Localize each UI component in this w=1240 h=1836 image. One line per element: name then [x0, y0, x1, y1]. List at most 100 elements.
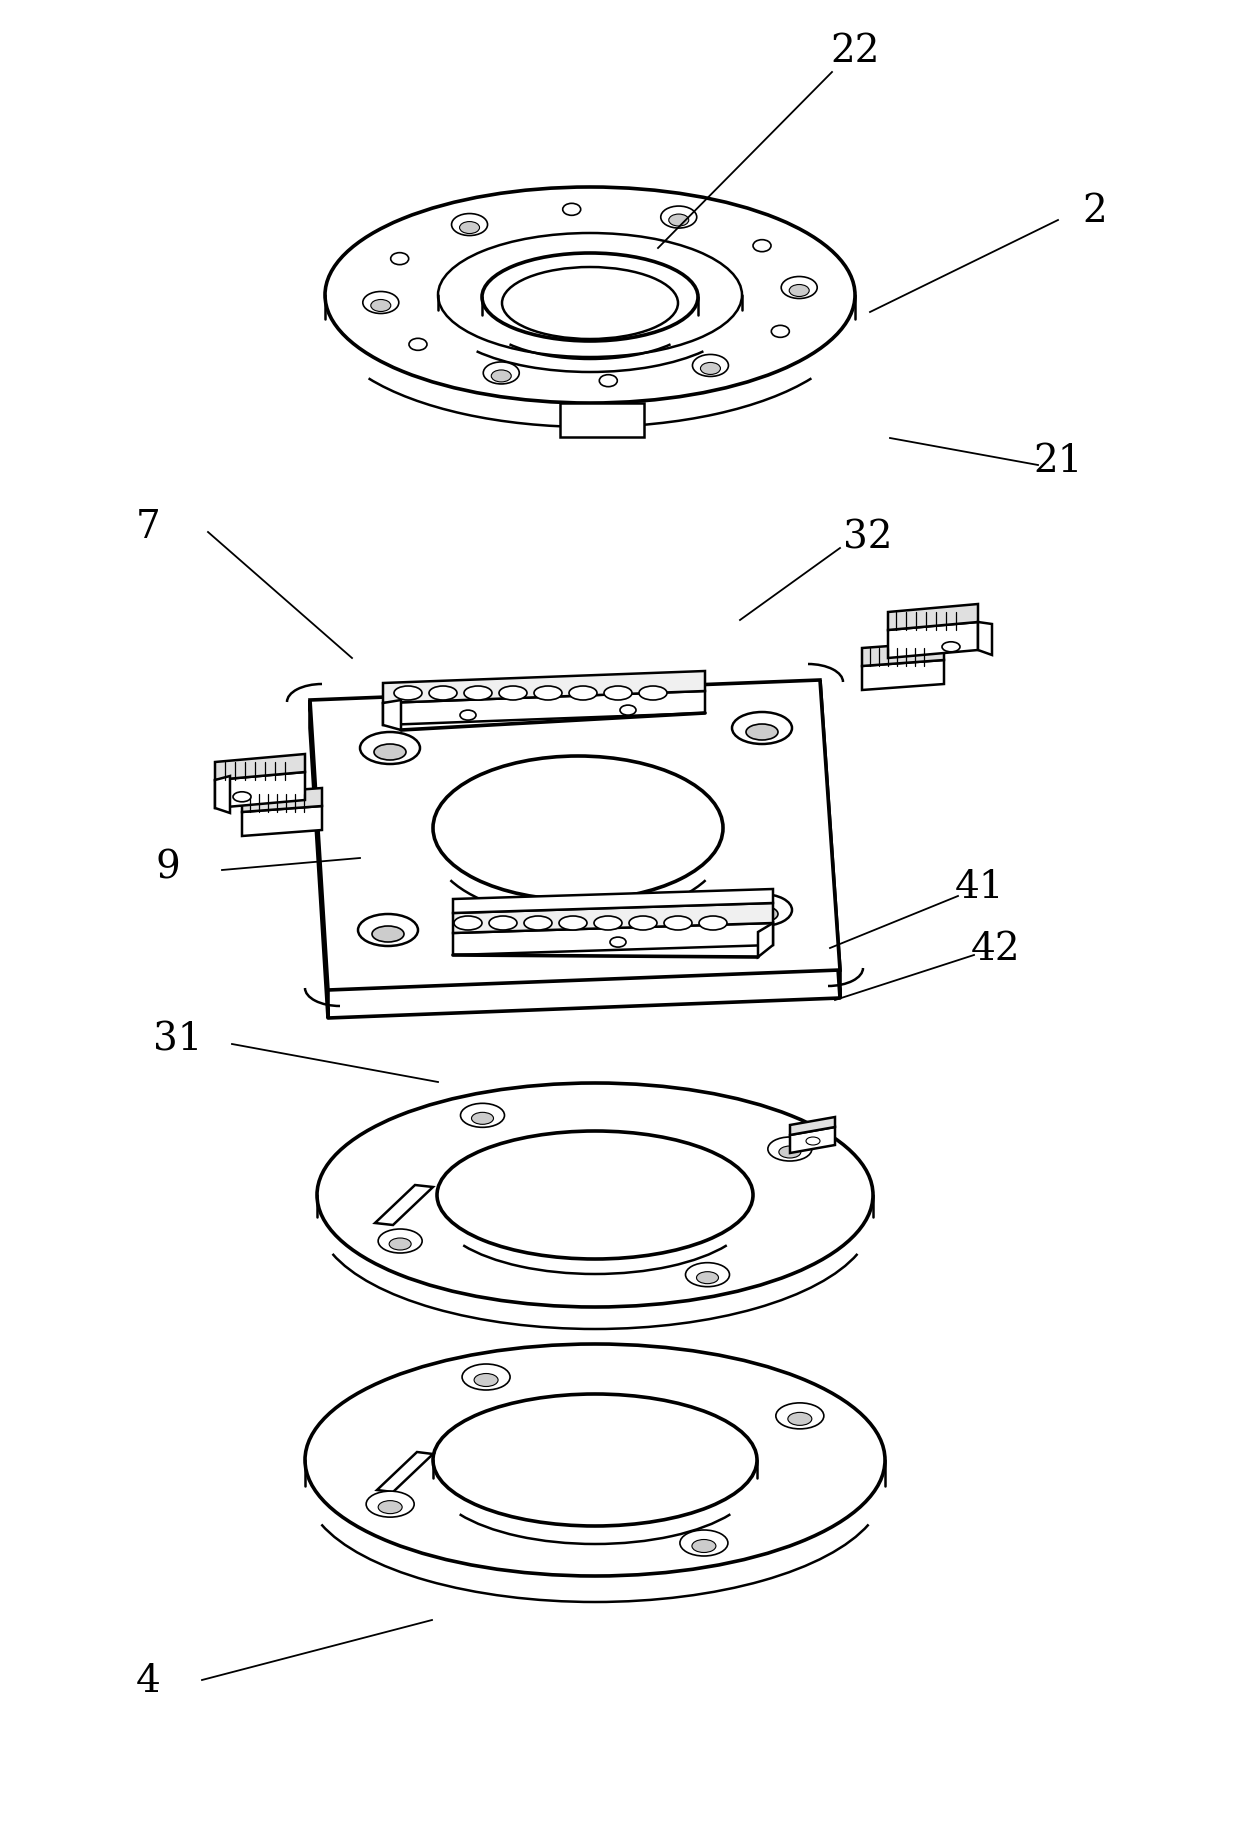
Ellipse shape — [436, 1131, 753, 1259]
Ellipse shape — [366, 1491, 414, 1517]
Text: 22: 22 — [831, 33, 879, 70]
Ellipse shape — [484, 362, 520, 384]
Polygon shape — [215, 771, 305, 808]
Polygon shape — [242, 788, 322, 812]
Ellipse shape — [305, 1344, 885, 1575]
Polygon shape — [310, 679, 839, 990]
Ellipse shape — [610, 936, 626, 947]
Ellipse shape — [409, 338, 427, 351]
Polygon shape — [453, 889, 773, 912]
Polygon shape — [383, 670, 706, 703]
Polygon shape — [453, 924, 773, 955]
Ellipse shape — [604, 687, 632, 700]
Ellipse shape — [454, 916, 482, 931]
Ellipse shape — [746, 723, 777, 740]
Ellipse shape — [374, 744, 405, 760]
Ellipse shape — [429, 687, 458, 700]
Ellipse shape — [692, 1540, 715, 1553]
Text: 7: 7 — [135, 510, 160, 547]
Ellipse shape — [325, 187, 856, 402]
Polygon shape — [862, 659, 944, 690]
Ellipse shape — [451, 213, 487, 235]
Ellipse shape — [360, 733, 420, 764]
Ellipse shape — [463, 1364, 510, 1390]
Ellipse shape — [460, 222, 480, 233]
Ellipse shape — [389, 1237, 412, 1250]
Text: 31: 31 — [154, 1021, 202, 1059]
Ellipse shape — [378, 1228, 422, 1252]
Ellipse shape — [372, 925, 404, 942]
Ellipse shape — [471, 1113, 494, 1124]
Ellipse shape — [781, 277, 817, 299]
Ellipse shape — [233, 791, 250, 802]
Ellipse shape — [502, 266, 678, 340]
Ellipse shape — [806, 1136, 820, 1146]
Ellipse shape — [732, 894, 792, 925]
Ellipse shape — [776, 1403, 823, 1428]
Text: 41: 41 — [955, 870, 1004, 907]
Polygon shape — [790, 1127, 835, 1153]
Polygon shape — [758, 924, 773, 957]
Ellipse shape — [753, 241, 771, 252]
Ellipse shape — [789, 285, 810, 296]
Ellipse shape — [498, 687, 527, 700]
Text: 32: 32 — [843, 520, 893, 556]
Polygon shape — [215, 777, 229, 813]
Ellipse shape — [629, 916, 657, 931]
Ellipse shape — [686, 1263, 729, 1287]
Ellipse shape — [563, 204, 580, 215]
Polygon shape — [978, 622, 992, 655]
Ellipse shape — [317, 1083, 873, 1307]
Polygon shape — [374, 1184, 433, 1225]
Polygon shape — [888, 622, 978, 657]
Ellipse shape — [768, 1136, 812, 1160]
Ellipse shape — [771, 325, 790, 338]
Text: 21: 21 — [1033, 444, 1083, 481]
Ellipse shape — [482, 253, 698, 341]
Ellipse shape — [779, 1146, 801, 1159]
Ellipse shape — [594, 916, 622, 931]
Ellipse shape — [394, 687, 422, 700]
Ellipse shape — [559, 916, 587, 931]
Polygon shape — [560, 402, 644, 437]
Ellipse shape — [474, 1373, 498, 1386]
Polygon shape — [377, 1452, 433, 1493]
Text: 42: 42 — [971, 931, 1021, 969]
Ellipse shape — [378, 1500, 402, 1513]
Ellipse shape — [491, 369, 511, 382]
Ellipse shape — [697, 1272, 718, 1283]
Ellipse shape — [489, 916, 517, 931]
Text: 2: 2 — [1083, 193, 1107, 231]
Ellipse shape — [942, 643, 960, 652]
Ellipse shape — [433, 1394, 756, 1526]
Ellipse shape — [438, 233, 742, 356]
Polygon shape — [820, 679, 839, 999]
Ellipse shape — [746, 905, 777, 922]
Polygon shape — [310, 700, 329, 1017]
Text: 9: 9 — [156, 850, 180, 887]
Ellipse shape — [787, 1412, 812, 1425]
Polygon shape — [888, 604, 978, 630]
Ellipse shape — [464, 687, 492, 700]
Ellipse shape — [460, 1103, 505, 1127]
Polygon shape — [215, 755, 305, 780]
Ellipse shape — [661, 206, 697, 228]
Ellipse shape — [391, 253, 409, 264]
Ellipse shape — [620, 705, 636, 714]
Ellipse shape — [680, 1529, 728, 1555]
Ellipse shape — [639, 687, 667, 700]
Ellipse shape — [534, 687, 562, 700]
Ellipse shape — [732, 712, 792, 744]
Polygon shape — [383, 690, 706, 725]
Ellipse shape — [599, 375, 618, 387]
Ellipse shape — [663, 916, 692, 931]
Text: 4: 4 — [135, 1663, 160, 1700]
Polygon shape — [862, 643, 944, 666]
Ellipse shape — [699, 916, 727, 931]
Ellipse shape — [692, 354, 728, 376]
Polygon shape — [242, 806, 322, 835]
Ellipse shape — [433, 756, 723, 900]
Ellipse shape — [460, 711, 476, 720]
Ellipse shape — [363, 292, 399, 314]
Polygon shape — [383, 700, 401, 731]
